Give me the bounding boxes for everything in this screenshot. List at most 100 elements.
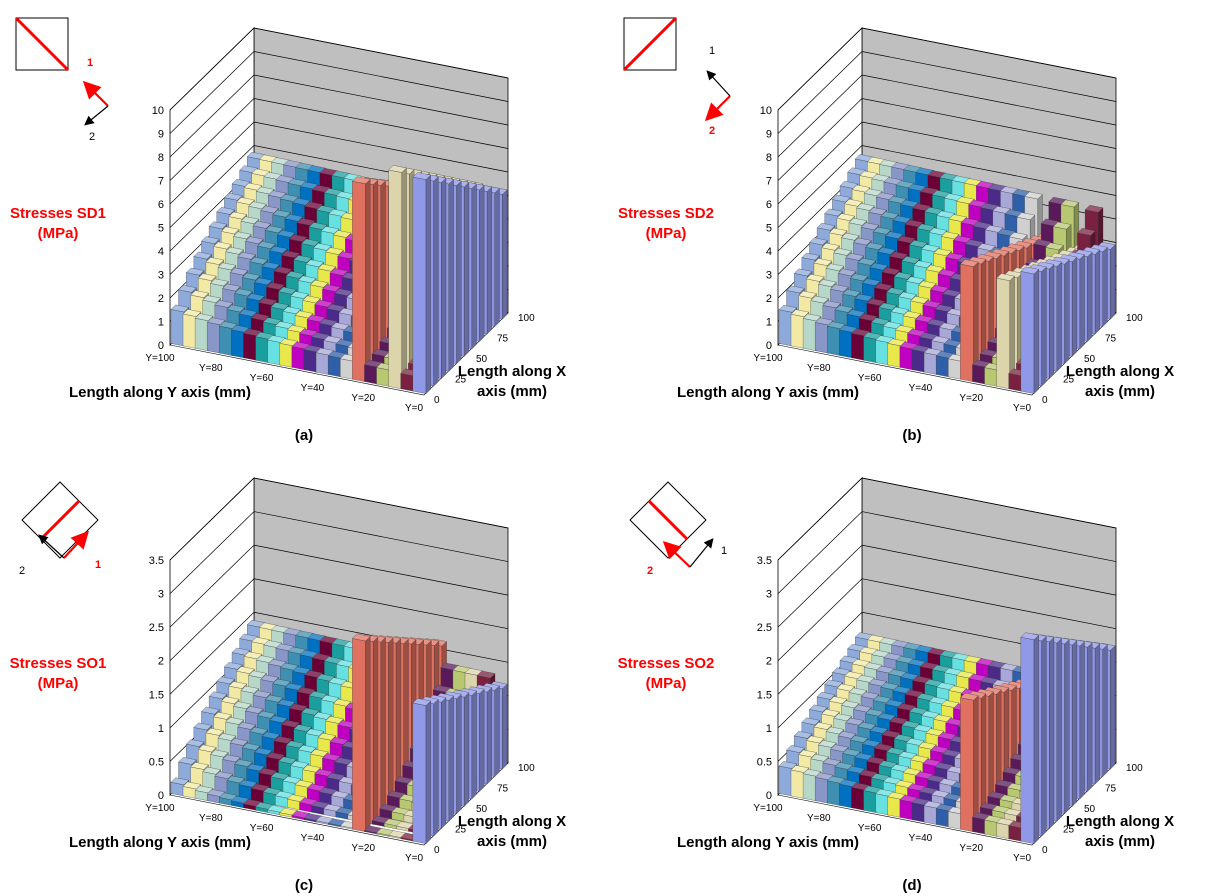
- z-tick-label: 10: [760, 105, 772, 117]
- y-tick-label: Y=40: [909, 833, 933, 844]
- z-tick-label: 5: [158, 223, 164, 235]
- bar-mark: [238, 779, 258, 801]
- bar-mark: [379, 803, 398, 820]
- z-tick-label: 3.5: [757, 555, 772, 567]
- x-tick-label: 0: [434, 845, 440, 856]
- y-tick-label: Y=20: [351, 393, 375, 404]
- y-tick-label: Y=60: [250, 373, 274, 384]
- bar-mark: [960, 692, 979, 833]
- x-tick-label: 50: [476, 804, 488, 815]
- bar-mark: [388, 165, 407, 390]
- y-tick-label: Y=60: [858, 373, 882, 384]
- z-axis-title-unit: (MPa): [646, 225, 687, 242]
- y-tick-label: Y=100: [753, 353, 783, 364]
- bar-mark: [206, 789, 226, 804]
- panel-caption: (d): [902, 877, 921, 894]
- y-tick-label: Y=100: [753, 803, 783, 814]
- y-tick-label: Y=40: [301, 383, 325, 394]
- direction-label-black: 1: [709, 45, 715, 57]
- x-tick-label: 25: [1063, 375, 1075, 386]
- z-axis-title-unit: (MPa): [38, 225, 79, 242]
- x-axis-title: Length along X: [458, 813, 566, 830]
- direction-label-red: 2: [647, 565, 653, 577]
- y-axis-title: Length along Y axis (mm): [677, 834, 859, 851]
- direction-label-red: 1: [95, 559, 101, 571]
- z-tick-label: 1: [766, 723, 772, 735]
- bar-mark: [352, 176, 371, 383]
- direction-arrows: [38, 530, 89, 559]
- y-tick-label: Y=0: [1013, 403, 1032, 414]
- x-axis-title: Length along X: [1066, 813, 1174, 830]
- direction-label-black: 2: [19, 565, 25, 577]
- z-tick-label: 0: [766, 790, 772, 802]
- direction-arrows: [82, 80, 109, 126]
- z-tick-label: 3: [158, 270, 164, 282]
- z-tick-label: 6: [766, 199, 772, 211]
- z-tick-label: 3: [158, 589, 164, 601]
- bar-mark: [1020, 266, 1040, 395]
- z-tick-label: 0: [158, 340, 164, 352]
- z-tick-label: 3: [766, 270, 772, 282]
- x-tick-label: 100: [1126, 763, 1143, 774]
- z-tick-label: 2: [158, 656, 164, 668]
- y-tick-label: Y=80: [199, 363, 223, 374]
- x-tick-label: 50: [476, 354, 488, 365]
- panel-caption: (c): [295, 877, 313, 894]
- z-axis-title-unit: (MPa): [38, 675, 79, 692]
- z-axis-title: Stresses SD1: [10, 205, 106, 222]
- y-tick-label: Y=0: [1013, 853, 1032, 864]
- z-tick-label: 8: [158, 152, 164, 164]
- x-tick-label: 25: [455, 825, 467, 836]
- z-tick-label: 2.5: [149, 622, 164, 634]
- bar-mark: [1020, 632, 1040, 845]
- direction-label-black: 2: [89, 131, 95, 143]
- direction-arrows: [704, 70, 731, 122]
- x-tick-label: 100: [518, 763, 535, 774]
- z-tick-label: 1.5: [757, 689, 772, 701]
- z-axis-title: Stresses SD2: [618, 205, 714, 222]
- y-axis-title: Length along Y axis (mm): [677, 384, 859, 401]
- bars: [778, 632, 1116, 845]
- x-axis-title-unit: axis (mm): [1085, 383, 1155, 400]
- z-tick-label: 10: [152, 105, 164, 117]
- x-axis-title-unit: axis (mm): [1085, 833, 1155, 850]
- x-tick-label: 75: [497, 784, 509, 795]
- x-tick-label: 100: [518, 313, 535, 324]
- z-tick-label: 0: [158, 790, 164, 802]
- z-axis-title-unit: (MPa): [646, 675, 687, 692]
- z-tick-label: 9: [766, 129, 772, 141]
- y-axis-title: Length along Y axis (mm): [69, 384, 251, 401]
- x-tick-label: 25: [455, 375, 467, 386]
- z-tick-label: 2: [766, 293, 772, 305]
- bars: [778, 154, 1116, 395]
- y-tick-label: Y=80: [807, 813, 831, 824]
- x-tick-label: 100: [1126, 313, 1143, 324]
- bar-mark: [182, 309, 202, 349]
- z-tick-label: 1: [158, 723, 164, 735]
- y-tick-label: Y=0: [405, 853, 424, 864]
- y-tick-label: Y=40: [301, 833, 325, 844]
- x-tick-label: 75: [1105, 334, 1117, 345]
- z-axis-title: Stresses SO2: [618, 655, 715, 672]
- x-axis-title: Length along X: [458, 363, 566, 380]
- z-tick-label: 5: [766, 223, 772, 235]
- z-tick-label: 1: [766, 317, 772, 329]
- y-tick-label: Y=20: [351, 843, 375, 854]
- y-tick-label: Y=20: [959, 843, 983, 854]
- direction-label-red: 1: [87, 57, 93, 69]
- bar-mark: [996, 273, 1015, 390]
- x-axis-title-unit: axis (mm): [477, 833, 547, 850]
- orientation-icon: [14, 16, 70, 72]
- z-tick-label: 2: [766, 656, 772, 668]
- z-tick-label: 1.5: [149, 689, 164, 701]
- bars: [170, 619, 508, 845]
- y-tick-label: Y=80: [807, 363, 831, 374]
- x-tick-label: 0: [1042, 845, 1048, 856]
- direction-label-black: 1: [721, 545, 727, 557]
- y-tick-label: Y=60: [858, 823, 882, 834]
- x-tick-label: 0: [1042, 395, 1048, 406]
